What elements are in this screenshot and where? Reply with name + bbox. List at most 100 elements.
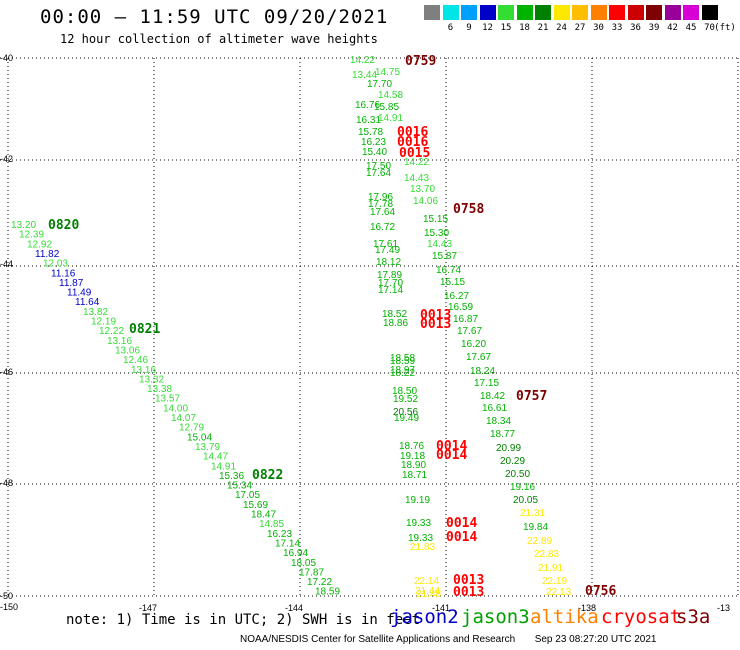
page-title: 00:00 – 11:59 UTC 09/20/2021: [40, 6, 389, 28]
swh-reading: 16.23: [267, 529, 292, 540]
pass-time-label: 0014: [446, 530, 477, 545]
scale-label: 42: [667, 23, 678, 33]
swh-reading: 17.64: [366, 168, 391, 179]
swh-reading: 18.77: [490, 429, 515, 440]
pass-time-label: 0015: [399, 146, 430, 161]
scale-label: 36: [630, 23, 641, 33]
swh-reading: 11.49: [67, 288, 92, 299]
latitude-label: -44: [0, 259, 13, 269]
swh-reading: 21.31: [520, 508, 545, 519]
swh-reading: 16.20: [461, 339, 486, 350]
scale-swatch: [553, 5, 570, 20]
swh-reading: 21.44: [415, 586, 440, 597]
swh-reading: 16.87: [453, 314, 478, 325]
latitude-label: -48: [0, 478, 13, 488]
swh-reading: 15.87: [432, 251, 457, 262]
swh-reading: 16.27: [444, 291, 469, 302]
swh-reading: 13.82: [83, 307, 108, 318]
swh-reading: 18.34: [486, 416, 511, 427]
pass-time-label: 0756: [585, 584, 616, 599]
longitude-label: -138: [578, 603, 596, 613]
scale-swatch: [701, 5, 718, 20]
scale-swatch: [683, 5, 699, 20]
pass-time-label: 0821: [129, 322, 160, 337]
scale-label: 21: [537, 23, 549, 33]
swh-reading: 13.70: [410, 184, 435, 195]
swh-reading: 18.97: [390, 365, 415, 376]
swh-reading: 12.19: [91, 317, 116, 328]
legend-cryosat: cryosat: [601, 606, 682, 628]
swh-reading: 12.22: [99, 326, 124, 337]
swh-reading: 14.47: [203, 452, 228, 463]
swh-reading: 12.46: [123, 355, 148, 366]
scale-swatch: [461, 5, 477, 20]
swh-reading: 14.00: [163, 403, 188, 414]
scale-label: 12: [482, 23, 493, 33]
pass-time-label: 0016: [397, 125, 428, 140]
swh-reading: 16.74: [436, 265, 461, 276]
swh-reading: 19.52: [393, 394, 418, 405]
pass-time-label: 0013: [420, 317, 451, 332]
swh-reading: 13.44: [352, 70, 377, 81]
latitude-label: -42: [0, 154, 13, 164]
swh-reading: 22.13: [546, 587, 571, 598]
swh-reading: 13.57: [155, 394, 180, 405]
swh-reading: 17.67: [466, 352, 491, 363]
swh-reading: 18.59: [315, 587, 340, 598]
swh-reading: 15.85: [374, 102, 399, 113]
swh-reading: 18.05: [291, 558, 316, 569]
page-subtitle: 12 hour collection of altimeter wave hei…: [60, 32, 378, 46]
pass-time-label: 0014: [436, 439, 467, 454]
swh-reading: 15.34: [227, 481, 252, 492]
pass-time-label: 0014: [436, 448, 467, 463]
scale-label: 30: [593, 23, 604, 33]
swh-reading: 18.58: [390, 353, 415, 364]
scale-swatch: [646, 5, 662, 20]
swh-reading: 14.06: [413, 196, 438, 207]
footer-agency: NOAA/NESDIS Center for Satellite Applica…: [240, 634, 516, 645]
swh-reading: 18.50: [392, 386, 417, 397]
scale-swatch: [664, 5, 681, 20]
legend-jason2: jason2: [390, 606, 459, 628]
swh-reading: 16.61: [482, 403, 507, 414]
swh-reading: 22.83: [534, 549, 559, 560]
longitude-label: -150: [0, 602, 18, 612]
pass-time-label: 0757: [516, 389, 547, 404]
swh-reading: 15.30: [424, 228, 449, 239]
scale-swatch: [590, 5, 607, 20]
swh-reading: 22.89: [527, 536, 552, 547]
swh-reading: 19.16: [510, 482, 535, 493]
scale-label: 39: [648, 23, 660, 33]
longitude-label: -13: [717, 603, 730, 613]
swh-reading: 21.91: [538, 563, 563, 574]
swh-reading: 14.85: [259, 519, 284, 530]
scale-label: 15: [500, 23, 512, 33]
swh-reading: 19.33: [406, 518, 431, 529]
swh-reading: 16.76: [355, 100, 380, 111]
swh-reading: 18.59: [390, 356, 415, 367]
pass-time-label: 0758: [453, 202, 484, 217]
swh-reading: 13.79: [195, 442, 220, 453]
swh-reading: 14.07: [171, 413, 196, 424]
scale-label: 27: [574, 23, 586, 33]
swh-reading: 18.52: [382, 309, 407, 320]
swh-reading: 15.40: [362, 147, 387, 158]
pass-time-label: 0822: [252, 468, 283, 483]
pass-time-label: 0013: [453, 585, 484, 600]
scale-swatch: [609, 5, 625, 20]
swh-reading: 14.91: [211, 461, 236, 472]
swh-reading: 20.99: [496, 443, 521, 454]
swh-reading: 19.49: [394, 413, 419, 424]
swh-reading: 17.49: [375, 245, 400, 256]
swh-reading: 20.05: [513, 495, 538, 506]
swh-reading: 16.23: [361, 137, 386, 148]
swh-reading: 15.36: [219, 471, 244, 482]
scale-label: 45: [685, 23, 697, 33]
swh-reading: 17.05: [235, 490, 260, 501]
pass-time-label: 0759: [405, 54, 436, 69]
swh-reading: 14.75: [375, 67, 400, 78]
scale-swatch: [498, 5, 514, 20]
swh-reading: 15.78: [358, 127, 383, 138]
swh-reading: 12.92: [27, 239, 52, 250]
